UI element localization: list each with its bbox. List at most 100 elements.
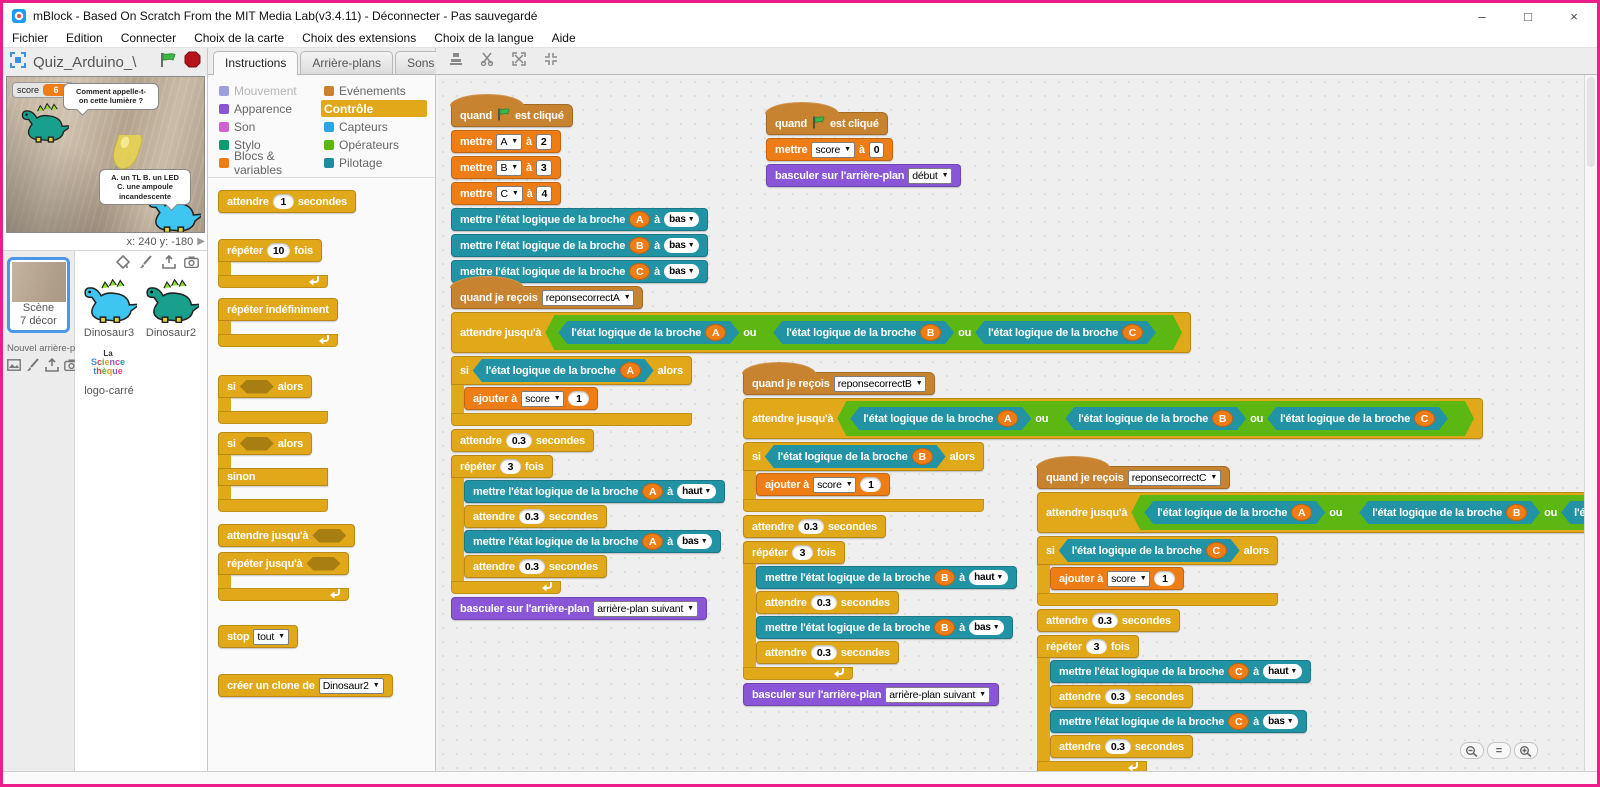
dropdown-score[interactable]: score ▼ — [521, 390, 565, 407]
change-variable[interactable]: ajouter à score ▼ 1 — [756, 473, 891, 496]
image-icon[interactable] — [7, 358, 21, 372]
pin-badge-a[interactable]: A — [1291, 504, 1312, 521]
attendre-secondes[interactable]: attendre 0.3 secondes — [1037, 609, 1180, 632]
state-dropdown-bas[interactable]: bas ▼ — [1263, 714, 1299, 729]
value-input[interactable]: 3 — [535, 159, 552, 176]
pin-badge-a[interactable]: A — [997, 410, 1018, 427]
condition-robot[interactable]: l'état logique de la broche B — [1359, 501, 1540, 524]
number-input[interactable]: 0.3 — [505, 433, 532, 448]
number-input[interactable]: 0.3 — [810, 595, 837, 610]
cut-icon[interactable] — [480, 51, 495, 71]
number-input[interactable]: 0.3 — [797, 519, 824, 534]
category-ev-nements[interactable]: Evénements — [321, 82, 427, 99]
number-input[interactable]: 0.3 — [1104, 739, 1131, 754]
si-alors[interactable]: si alors — [218, 375, 425, 424]
empty-condition-slot[interactable] — [240, 380, 274, 394]
creer-un-clone[interactable]: créer un clone de Dinosaur2 ▼ — [218, 674, 393, 697]
menu-edition[interactable]: Edition — [66, 31, 103, 45]
category-pilotage[interactable]: Pilotage — [321, 154, 427, 171]
dropdown-score[interactable]: score ▼ — [811, 141, 855, 158]
state-dropdown-bas[interactable]: bas ▼ — [664, 238, 700, 253]
category-op-rateurs[interactable]: Opérateurs — [321, 136, 427, 153]
set-variable[interactable]: mettre A ▼ à 2 — [451, 130, 561, 153]
state-dropdown-bas[interactable]: bas ▼ — [677, 534, 713, 549]
zoom-out-button[interactable] — [1460, 742, 1484, 759]
minimize-button[interactable]: – — [1478, 8, 1486, 24]
condition-robot[interactable]: l'état logique de la broche A — [1144, 501, 1325, 524]
sprite-item-dinosaur3[interactable]: Dinosaur3 — [79, 275, 139, 339]
number-input[interactable]: 0.3 — [1104, 689, 1131, 704]
stage-viewport[interactable]: score 6 Comment appelle-t-on cette lumiè… — [6, 76, 205, 233]
stamp-icon[interactable] — [448, 51, 464, 71]
collapse-arrow-icon[interactable]: ▶ — [197, 236, 205, 247]
number-input[interactable]: 0.3 — [1091, 613, 1118, 628]
pin-badge-b[interactable]: B — [629, 237, 651, 254]
attendre-secondes[interactable]: attendre 0.3 secondes — [464, 555, 607, 578]
menu-connecter[interactable]: Connecter — [120, 31, 177, 45]
number-input[interactable]: 0.3 — [518, 559, 545, 574]
dropdown-c[interactable]: C ▼ — [496, 185, 523, 202]
upload-icon[interactable] — [45, 358, 59, 373]
value-input[interactable]: 0 — [868, 141, 885, 158]
repeter-jusqua[interactable]: répéter jusqu'à — [218, 552, 425, 601]
fullscreen-icon[interactable] — [9, 51, 27, 74]
value-input[interactable]: 4 — [536, 185, 553, 202]
pin-badge-b[interactable]: B — [1212, 410, 1233, 427]
dropdown-a[interactable]: A ▼ — [496, 133, 522, 150]
condition-robot[interactable]: l'état logique de la broche A — [558, 321, 739, 344]
dropdown-arri-re-plan-suivant[interactable]: arrière-plan suivant ▼ — [593, 600, 698, 617]
dropdown-score[interactable]: score ▼ — [1107, 570, 1151, 587]
category-stylo[interactable]: Stylo — [216, 136, 321, 153]
number-input[interactable]: 0.3 — [518, 509, 545, 524]
pin-badge-b[interactable]: B — [912, 448, 933, 465]
script-2[interactable]: quand est cliqué mettre score ▼ à 0 basculer su… — [765, 99, 962, 187]
upload-icon[interactable] — [161, 255, 176, 269]
si-alors-sinon[interactable]: si alors sinon — [218, 432, 425, 512]
vertical-scrollbar[interactable] — [1584, 75, 1597, 771]
attendre-secondes[interactable]: attendre 0.3 secondes — [756, 591, 899, 614]
attendre-secondes[interactable]: attendre 0.3 secondes — [756, 641, 899, 664]
when-flag-clicked[interactable]: quand est cliqué — [765, 102, 888, 135]
sprite-dinosaur2-on-stage[interactable] — [17, 102, 74, 148]
attendre-secondes[interactable]: attendre 0.3 secondes — [743, 515, 886, 538]
when-i-receive[interactable]: quand je reçois reponsecorrectA ▼ — [449, 276, 644, 309]
maximize-button[interactable]: □ — [1524, 8, 1532, 24]
pin-badge-c[interactable]: C — [629, 263, 651, 280]
pin-badge-b[interactable]: B — [1506, 504, 1527, 521]
empty-condition-slot[interactable] — [312, 529, 346, 543]
dropdown-dinosaur2[interactable]: Dinosaur2 ▼ — [318, 677, 384, 694]
pin-badge-a[interactable]: A — [629, 211, 651, 228]
script-canvas[interactable]: = quand est cliqué mettre A ▼ à 2 mettre B ▼ à 3 met… — [436, 75, 1584, 771]
pin-badge-c[interactable]: C — [1206, 542, 1227, 559]
when-i-receive[interactable]: quand je reçois reponsecorrectB ▼ — [741, 362, 936, 395]
stop[interactable]: stop tout ▼ — [218, 625, 298, 648]
zoom-in-button[interactable] — [1514, 742, 1538, 759]
brush-icon[interactable] — [26, 358, 40, 372]
pin-badge-c[interactable]: C — [1228, 663, 1250, 680]
condition-robot[interactable]: l'état logique de la broche A — [850, 407, 1031, 430]
when-flag-clicked[interactable]: quand est cliqué — [450, 94, 573, 127]
pin-badge-a[interactable]: A — [705, 324, 726, 341]
menu-aide[interactable]: Aide — [551, 31, 576, 45]
value-input[interactable]: 2 — [535, 133, 552, 150]
number-input[interactable]: 1 — [272, 194, 294, 209]
set-variable[interactable]: mettre score ▼ à 0 — [766, 138, 894, 161]
menu-choix-de-la-langue[interactable]: Choix de la langue — [434, 31, 534, 45]
dropdown-reponsecorrectc[interactable]: reponsecorrectC ▼ — [1127, 469, 1222, 486]
state-dropdown-bas[interactable]: bas ▼ — [664, 212, 700, 227]
bucket-icon[interactable] — [115, 255, 130, 269]
